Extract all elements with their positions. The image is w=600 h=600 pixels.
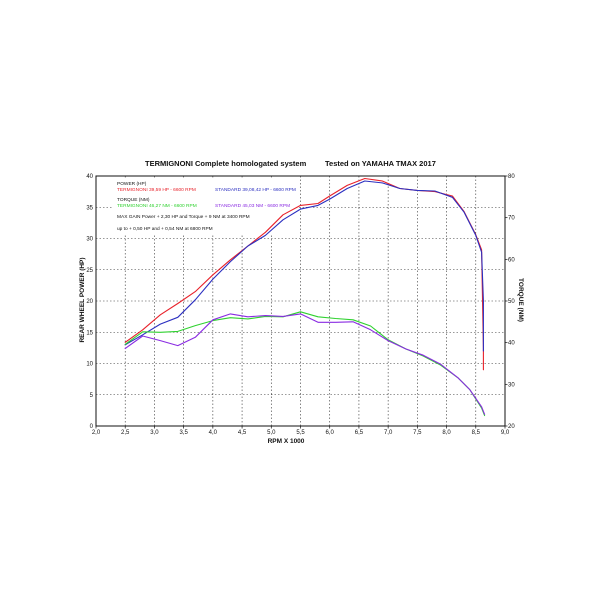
x-tick-label: 7,5 xyxy=(413,430,422,436)
y-axis-left-label: REAR WHEEL POWER (HP) xyxy=(79,257,86,342)
series-standard-power-line xyxy=(124,180,484,352)
y-left-tick-label: 20 xyxy=(86,299,93,305)
series-standard-torque-line xyxy=(124,313,486,415)
y-right-tick-label: 20 xyxy=(508,424,515,430)
legend-background xyxy=(113,178,299,235)
legend-gain-note-2: up to + 0,50 HP and + 0,54 NM at 6800 RP… xyxy=(117,226,213,232)
plot-frame xyxy=(95,175,506,427)
x-tick-label: 5,0 xyxy=(267,430,276,436)
y-left-tick-label: 35 xyxy=(86,205,93,211)
x-tick-label: 4,0 xyxy=(209,430,218,436)
x-tick-label: 2,5 xyxy=(121,430,130,436)
x-tick-label: 4,5 xyxy=(238,430,247,436)
legend-termignoni-torque: TERMIGNONI 46,27 NM - 6600 RPM xyxy=(117,203,197,209)
x-tick-label: 3,5 xyxy=(179,430,188,436)
y-left-tick-label: 30 xyxy=(86,237,93,243)
x-tick-label: 8,0 xyxy=(442,430,451,436)
x-tick-label: 9,0 xyxy=(501,430,510,436)
y-left-tick-label: 25 xyxy=(86,268,93,274)
y-right-tick-label: 40 xyxy=(508,341,515,347)
x-tick-label: 5,5 xyxy=(296,430,305,436)
x-tick-label: 6,0 xyxy=(326,430,335,436)
y-left-tick-label: 10 xyxy=(86,362,93,368)
chart-title-right: Tested on YAMAHA TMAX 2017 xyxy=(325,159,436,168)
y-right-tick-label: 50 xyxy=(508,299,515,305)
y-left-tick-label: 40 xyxy=(86,174,93,180)
legend-power-header: POWER (HP) xyxy=(117,181,147,187)
legend-standard-power: STANDARD 39,08,42 HP - 6600 RPM xyxy=(215,187,296,193)
legend-termignoni-power: TERMIGNONI 39,59 HP - 6600 RPM xyxy=(117,187,196,193)
y-right-tick-label: 30 xyxy=(508,382,515,388)
y-left-tick-label: 5 xyxy=(90,393,94,399)
x-tick-label: 6,5 xyxy=(355,430,364,436)
legend-gain-note: MAX GAIN Power + 2,30 HP and Torque + 9 … xyxy=(117,214,250,220)
x-tick-label: 8,5 xyxy=(472,430,481,436)
tick-labels: 2,0 2,5 3,0 3,5 4,0 4,5 5,0 5,5 6,0 6,5 7,0 7,5 8,0 8… xyxy=(86,174,515,436)
y-right-tick-label: 80 xyxy=(508,174,515,180)
x-tick-label: 7,0 xyxy=(384,430,393,436)
y-axis-right-label: TORQUE (NM) xyxy=(517,278,524,322)
series-termignoni-torque-line xyxy=(124,311,486,417)
chart-series xyxy=(124,177,486,417)
x-tick-label: 2,0 xyxy=(92,430,101,436)
legend-standard-torque: STANDARD 45,03 NM - 6600 RPM xyxy=(215,203,290,209)
legend-torque-header: TORQUE (NM) xyxy=(117,197,150,203)
x-tick-label: 3,0 xyxy=(150,430,159,436)
legend: POWER (HP) TERMIGNONI 39,59 HP - 6600 RP… xyxy=(113,178,299,235)
y-right-tick-label: 60 xyxy=(508,257,515,263)
y-left-tick-label: 0 xyxy=(90,424,94,430)
y-right-tick-label: 70 xyxy=(508,216,515,222)
chart-axes xyxy=(95,175,508,429)
chart-title-left: TERMIGNONI Complete homologated system xyxy=(145,159,307,168)
x-axis-label: RPM X 1000 xyxy=(268,438,305,445)
y-left-tick-label: 15 xyxy=(86,330,93,336)
